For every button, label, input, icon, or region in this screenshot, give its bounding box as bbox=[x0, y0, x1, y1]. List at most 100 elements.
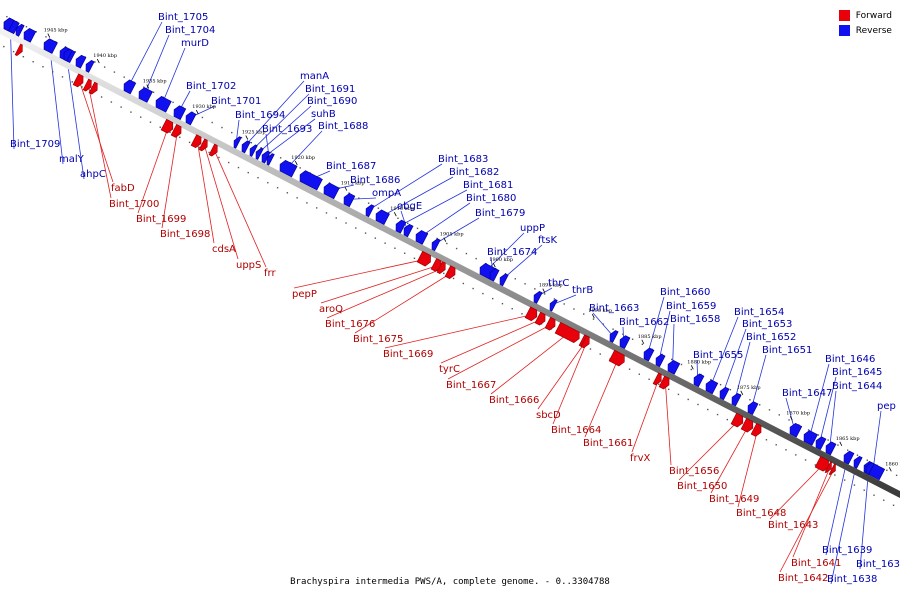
gene-label: Bint_1709 bbox=[10, 139, 60, 150]
leader-line bbox=[244, 80, 305, 147]
leader-line bbox=[678, 420, 739, 481]
guide-dot bbox=[690, 368, 692, 371]
gene-label: Bint_1704 bbox=[165, 25, 215, 36]
gene-label: Bint_1647 bbox=[782, 388, 832, 399]
leader-line bbox=[537, 341, 586, 410]
guide-dot bbox=[511, 308, 513, 310]
leader-line bbox=[434, 217, 480, 245]
guide-dot bbox=[250, 141, 253, 144]
guide-dot bbox=[452, 277, 455, 280]
reverse-gene-bint-1683 bbox=[365, 204, 375, 218]
leader-line bbox=[809, 363, 830, 438]
reverse-gene-maly bbox=[43, 38, 58, 54]
guide-dot bbox=[599, 353, 601, 355]
gene-label: Bint_1659 bbox=[666, 301, 716, 312]
gene-label: Bint_1699 bbox=[136, 214, 186, 225]
guide-dot bbox=[403, 252, 406, 254]
gene-label: Bint_1656 bbox=[669, 466, 719, 477]
forward-gene-bint-1649 bbox=[740, 417, 754, 433]
gene-label: Bint_1663 bbox=[589, 303, 639, 314]
guide-dot bbox=[94, 61, 96, 63]
reverse-gene-bint-1639 bbox=[843, 450, 855, 465]
forward-gene-bint-1642 bbox=[828, 463, 836, 476]
leader-line bbox=[368, 163, 443, 211]
gene-label: ompA bbox=[372, 188, 401, 199]
guide-dot bbox=[22, 55, 25, 58]
guide-dot bbox=[443, 272, 445, 275]
guide-dot bbox=[521, 313, 523, 315]
legend: Forward Reverse bbox=[838, 8, 892, 38]
guide-dot bbox=[677, 393, 680, 396]
gene-label: uppP bbox=[520, 223, 545, 234]
gene-label: Bint_1682 bbox=[449, 167, 499, 178]
gene-label: aroQ bbox=[319, 304, 343, 315]
forward-gene-frr bbox=[208, 143, 218, 157]
guide-dot bbox=[397, 217, 399, 219]
guide-dot bbox=[299, 167, 301, 169]
gene-label: Bint_1688 bbox=[318, 121, 368, 132]
guide-dot bbox=[843, 479, 846, 481]
reverse-gene-bint-1659 bbox=[655, 353, 666, 368]
gene-label: Bint_1669 bbox=[383, 349, 433, 360]
guide-dot bbox=[455, 247, 458, 250]
gene-label: Bint_1674 bbox=[487, 247, 537, 258]
gene-label: Bint_1652 bbox=[746, 332, 796, 343]
guide-dot bbox=[345, 222, 347, 224]
guide-dot bbox=[237, 166, 240, 169]
leader-line bbox=[710, 316, 739, 387]
guide-dot bbox=[785, 449, 787, 451]
guide-dot bbox=[279, 157, 282, 159]
guide-dot bbox=[270, 152, 272, 154]
scale-tick-label: 1885 kbp bbox=[638, 334, 662, 340]
gene-label: uppS bbox=[236, 260, 261, 271]
reverse-gene-ftsk bbox=[499, 273, 509, 287]
genome-caption: Brachyspira intermedia PWS/A, complete g… bbox=[290, 577, 610, 587]
reverse-gene-segment bbox=[3, 17, 15, 32]
guide-dot bbox=[697, 403, 699, 406]
leader-line bbox=[859, 467, 870, 570]
leader-line bbox=[354, 272, 452, 334]
gene-label: Bint_1683 bbox=[438, 154, 488, 165]
leader-line bbox=[647, 296, 665, 354]
guide-dot bbox=[61, 76, 64, 78]
leader-line bbox=[235, 119, 240, 142]
leader-line bbox=[79, 80, 114, 183]
leader-line bbox=[65, 54, 85, 180]
guide-dot bbox=[710, 378, 712, 381]
guide-dot bbox=[227, 161, 230, 164]
scale-tick bbox=[96, 58, 100, 64]
guide-dot bbox=[883, 499, 885, 501]
gene-label: Bint_1651 bbox=[762, 345, 812, 356]
guide-dot bbox=[211, 121, 213, 124]
gene-label: Bint_1653 bbox=[742, 319, 792, 330]
gene-label: Bint_1643 bbox=[768, 520, 818, 531]
guide-dot bbox=[179, 136, 181, 139]
guide-dot bbox=[892, 504, 895, 506]
guide-dot bbox=[807, 429, 810, 431]
guide-dot bbox=[687, 398, 689, 401]
guide-dot bbox=[6, 15, 8, 18]
guide-dot bbox=[853, 484, 856, 486]
guide-dot bbox=[169, 131, 171, 133]
reverse-gene-bint-1654 bbox=[705, 379, 719, 395]
guide-dot bbox=[42, 66, 44, 68]
leader-line bbox=[722, 328, 747, 393]
gene-label: sbcD bbox=[536, 410, 561, 421]
gene-label: ftsK bbox=[538, 235, 557, 246]
guide-dot bbox=[553, 298, 556, 300]
guide-dot bbox=[778, 414, 780, 416]
forward-gene-bint-1650 bbox=[730, 412, 744, 428]
gene-label: Bint_1661 bbox=[583, 438, 633, 449]
scale-tick-label: 1900 kbp bbox=[489, 257, 513, 263]
guide-dot bbox=[472, 287, 474, 290]
guide-dot bbox=[638, 373, 641, 375]
guide-dot bbox=[436, 237, 438, 240]
leader-line bbox=[214, 150, 267, 268]
leader-line bbox=[197, 141, 215, 244]
gene-label: Bint_1645 bbox=[832, 367, 882, 378]
leader-line bbox=[665, 383, 672, 466]
scale-tick bbox=[492, 263, 496, 268]
guide-dot bbox=[335, 217, 337, 219]
scale-tick-label: 1880 kbp bbox=[687, 359, 711, 365]
gene-label: ahpC bbox=[80, 169, 106, 180]
